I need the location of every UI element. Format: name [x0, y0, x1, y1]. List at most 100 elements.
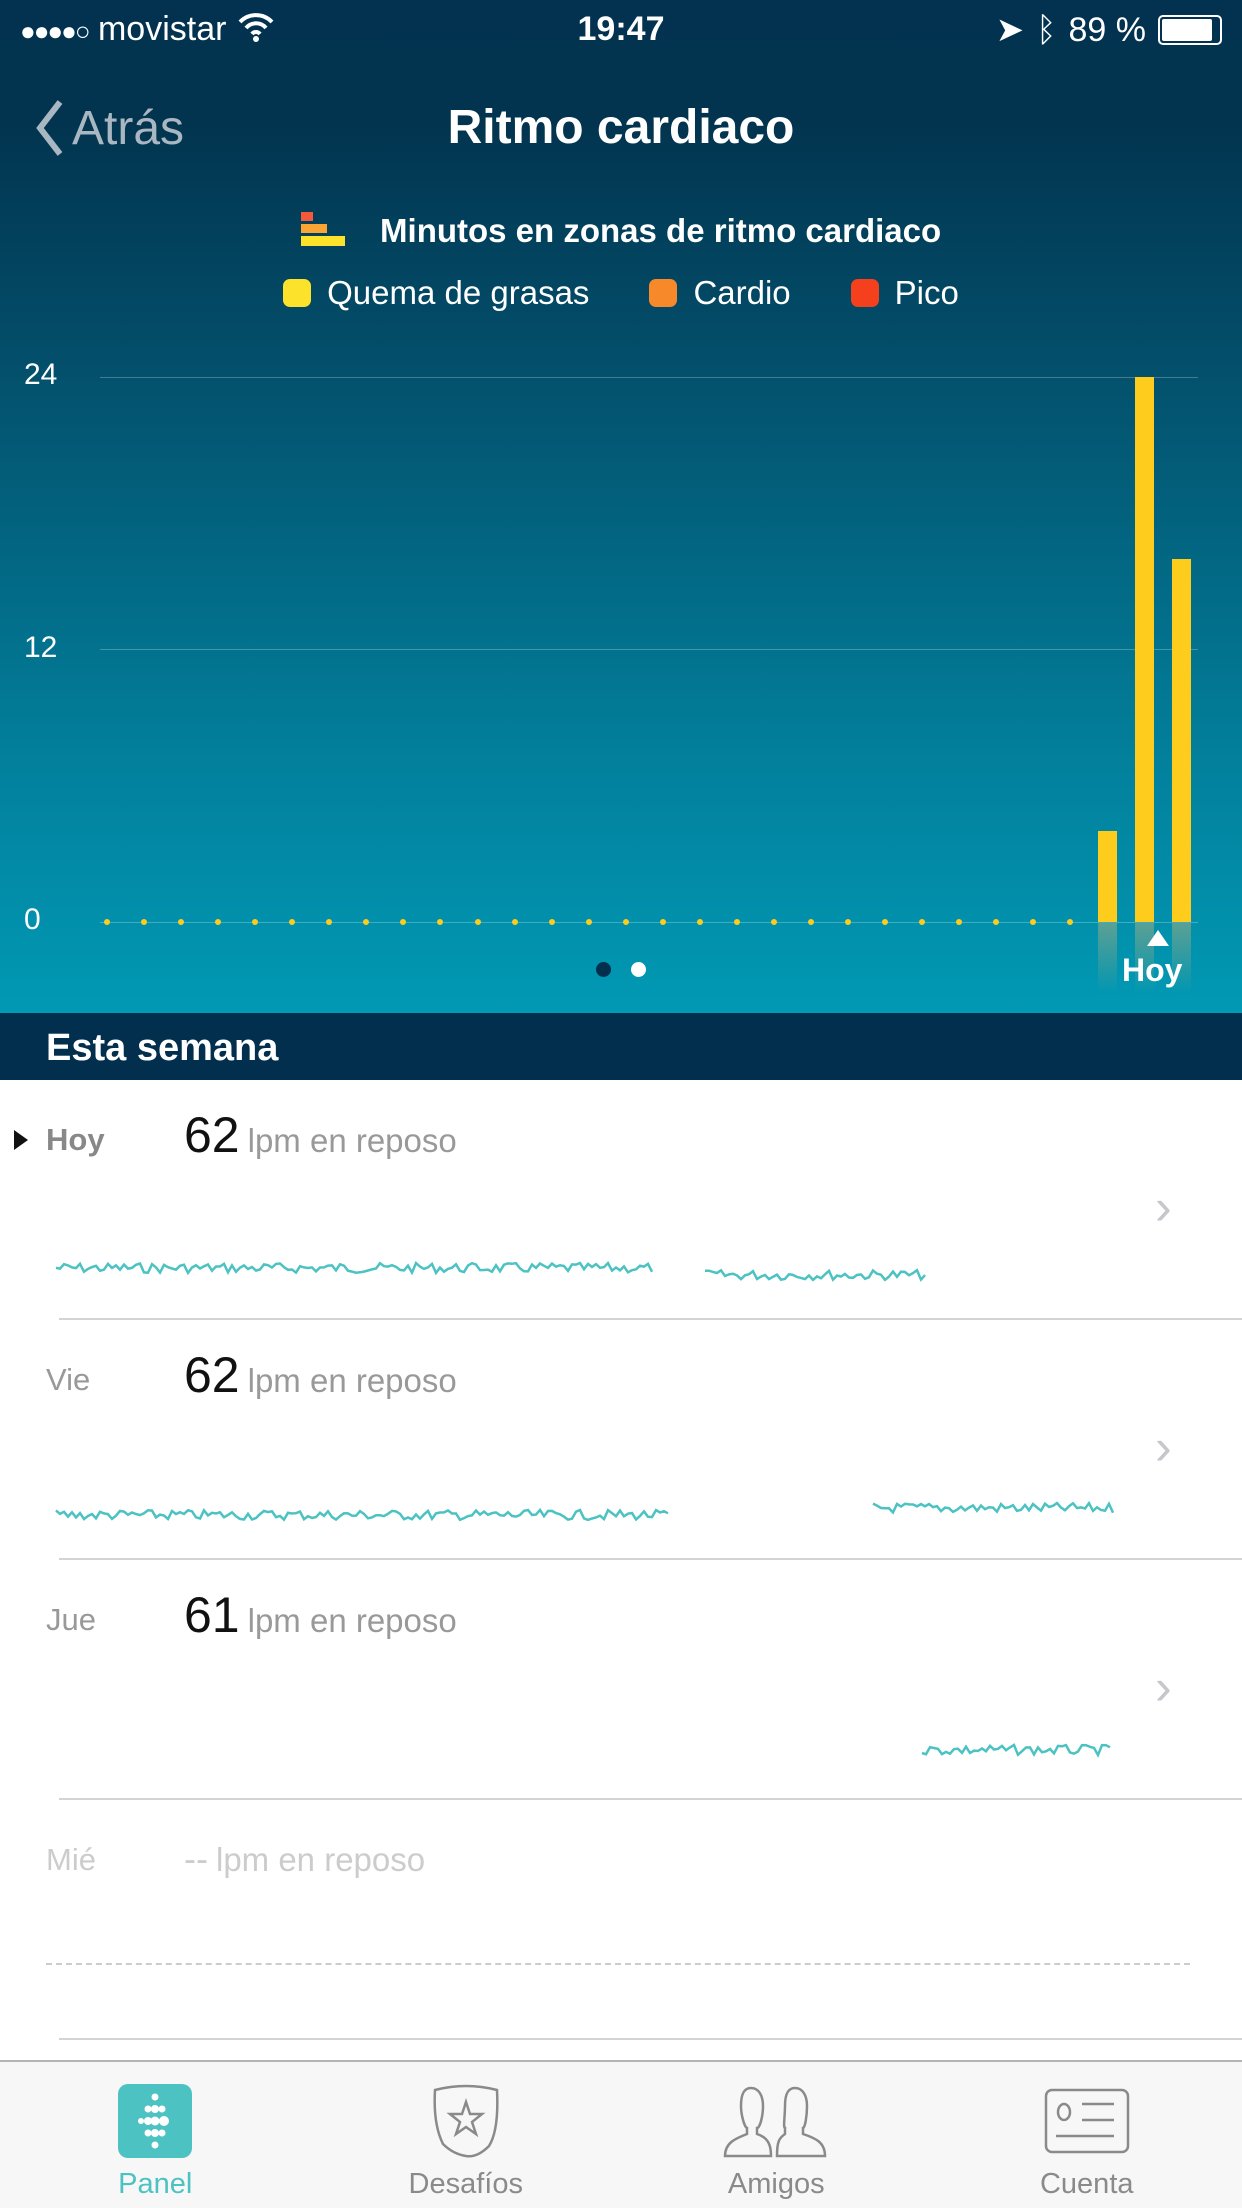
carrier-label: movistar [97, 10, 227, 48]
chart-zero-dot[interactable] [845, 919, 851, 925]
location-arrow-icon: ➤ [995, 11, 1025, 49]
chart-zero-dot[interactable] [252, 919, 259, 925]
list-item[interactable]: Vie 62 lpm en reposo › [0, 1320, 1242, 1560]
chart-bar-reflection [1097, 923, 1117, 993]
chart-title: Minutos en zonas de ritmo cardiaco [0, 212, 1242, 250]
back-button[interactable]: Atrás [34, 98, 184, 158]
signal-carrier: ●●●●○ movistar [20, 10, 276, 49]
resting-hr: 61 lpm en reposo [184, 1586, 457, 1644]
list-item[interactable]: Hoy 62 lpm en reposo › [0, 1080, 1242, 1320]
legend-item-fat-burn: Quema de grasas [283, 274, 589, 312]
tab-friends[interactable]: Amigos [621, 2062, 932, 2208]
resting-hr-value: -- [184, 1838, 208, 1879]
legend-item-cardio: Cardio [649, 274, 791, 312]
row-divider [59, 1318, 1242, 1320]
back-label: Atrás [72, 101, 185, 155]
status-right: ➤ ᛒ 89 % [996, 10, 1222, 50]
resting-hr-unit: lpm en reposo [247, 1362, 457, 1399]
today-marker-icon [1147, 930, 1169, 946]
chart-zero-dot[interactable] [289, 919, 296, 925]
chart-zero-dot[interactable] [548, 919, 555, 925]
chevron-right-icon[interactable]: › [1155, 1419, 1172, 1475]
gridline [100, 649, 1198, 650]
baseline [100, 922, 1198, 923]
chart-zero-dot[interactable] [326, 919, 333, 925]
row-day: Jue [46, 1602, 96, 1637]
row-divider [59, 1798, 1242, 1800]
chart-zero-dot[interactable] [363, 919, 370, 925]
chart-zero-dot[interactable] [622, 919, 629, 925]
y-tick-0: 0 [24, 903, 41, 936]
friends-icon [723, 2086, 827, 2158]
chart-zero-dot[interactable] [659, 919, 666, 925]
resting-hr: -- lpm en reposo [184, 1838, 425, 1880]
signal-dots-icon: ●●●●○ [20, 16, 91, 46]
page-dot-2[interactable] [631, 962, 646, 977]
chart-zero-dot[interactable] [770, 919, 777, 925]
row-divider [59, 2038, 1242, 2040]
resting-hr-value: 62 [184, 1107, 240, 1163]
chart-zero-dot[interactable] [882, 919, 889, 925]
clock: 19:47 [577, 10, 665, 48]
chart-zero-dot[interactable] [178, 919, 185, 925]
chevron-right-icon[interactable]: › [1155, 1659, 1172, 1715]
row-divider [59, 1558, 1242, 1560]
chart-zero-dot[interactable] [437, 919, 444, 925]
heart-rate-sparkline [55, 1261, 926, 1282]
tab-panel[interactable]: Panel [0, 2062, 311, 2208]
resting-hr-unit: lpm en reposo [247, 1602, 457, 1639]
heart-rate-sparkline [921, 1743, 1111, 1758]
chart-bar[interactable] [1171, 558, 1191, 922]
bluetooth-icon: ᛒ [1036, 10, 1057, 49]
chevron-right-icon[interactable]: › [1155, 1179, 1172, 1235]
chart-zero-dot[interactable] [993, 919, 1000, 925]
heart-rate-sparkline [55, 1500, 1115, 1522]
chart-zero-dot[interactable] [956, 919, 963, 925]
chart-zero-dot[interactable] [733, 919, 740, 925]
chart-zero-dot[interactable] [474, 919, 481, 925]
resting-hr-unit: lpm en reposo [247, 1122, 457, 1159]
resting-hr: 62 lpm en reposo [184, 1346, 457, 1404]
chart-zero-dot[interactable] [215, 919, 222, 925]
tab-bar: Panel Desafíos Amigos Cuenta [0, 2060, 1242, 2208]
chart-legend: Quema de grasas Cardio Pico [0, 274, 1242, 312]
chart-zero-dot[interactable] [696, 919, 703, 925]
page-dot-1[interactable] [596, 962, 611, 977]
header: ●●●●○ movistar 19:47 ➤ ᛒ 89 % Atrás Ritm… [0, 0, 1242, 1013]
chart-title-text: Minutos en zonas de ritmo cardiaco [380, 212, 942, 249]
selected-triangle-icon [14, 1130, 28, 1150]
resting-hr-value: 61 [184, 1587, 240, 1643]
y-tick-24: 24 [24, 358, 58, 391]
chart-zero-dot[interactable] [919, 919, 926, 925]
tab-label: Panel [118, 2168, 193, 2200]
tab-account[interactable]: Cuenta [932, 2062, 1242, 2208]
shield-star-icon [433, 2084, 499, 2158]
chart-zero-dot[interactable] [141, 919, 148, 925]
zones-icon [300, 212, 345, 246]
list-item[interactable]: Jue 61 lpm en reposo › [0, 1560, 1242, 1800]
section-title: Esta semana [0, 1013, 1242, 1080]
chart-zero-dot[interactable] [1030, 919, 1037, 925]
chart-zero-dot[interactable] [807, 919, 814, 925]
account-card-icon [1044, 2088, 1129, 2154]
fitbit-dashboard-icon [118, 2084, 193, 2158]
list-item: Mié -- lpm en reposo [0, 1800, 1242, 2040]
chart-zero-dot[interactable] [1067, 919, 1074, 925]
heart-rate-sparkline [0, 1800, 1242, 2040]
tab-challenges[interactable]: Desafíos [311, 2062, 622, 2208]
chart-zero-dot[interactable] [585, 919, 592, 925]
row-day: Hoy [46, 1122, 105, 1157]
page-title: Ritmo cardiaco [447, 101, 795, 154]
x-label-today: Hoy [1122, 952, 1183, 988]
chart-zero-dot[interactable] [104, 919, 110, 925]
chart-bar[interactable] [1134, 377, 1154, 922]
chart-zero-dot[interactable] [400, 919, 407, 925]
empty-sparkline [46, 1963, 1190, 1965]
chart-bar-reflection [1171, 923, 1191, 993]
chart-bar[interactable] [1097, 831, 1117, 922]
resting-hr-unit: lpm en reposo [215, 1841, 426, 1878]
y-tick-12: 12 [24, 631, 58, 664]
chart-zero-dot[interactable] [511, 919, 518, 925]
battery-icon [1158, 15, 1222, 45]
legend-item-peak: Pico [850, 274, 959, 312]
